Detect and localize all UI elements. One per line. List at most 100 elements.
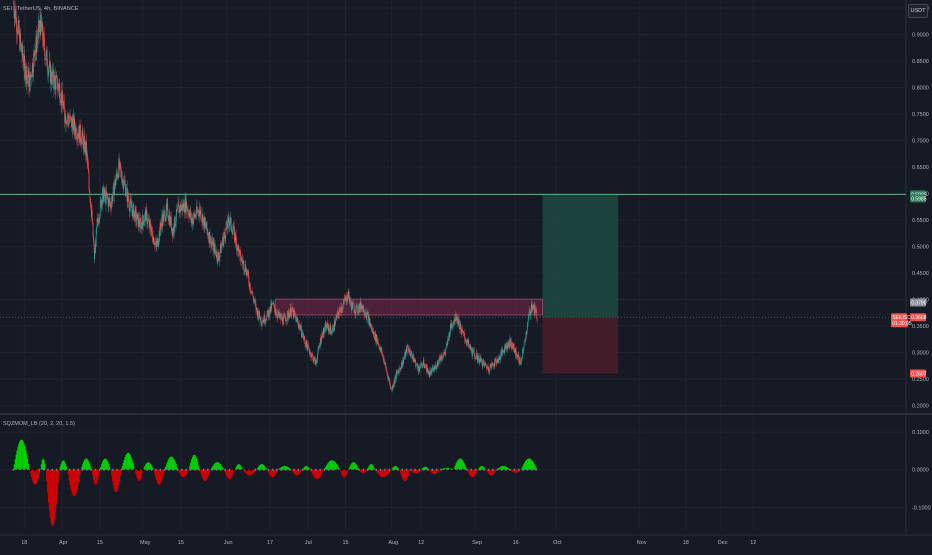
momentum-bar (86, 458, 87, 469)
candle-body (120, 164, 121, 169)
momentum-bar (457, 461, 458, 469)
squeeze-dot (255, 469, 256, 471)
candle-body (354, 305, 355, 313)
candle-body (158, 241, 159, 244)
momentum-bar (182, 470, 183, 477)
squeeze-dot (164, 469, 165, 471)
candle-body (349, 291, 350, 298)
candle-body (522, 352, 523, 359)
candle-body (399, 369, 400, 374)
squeeze-dot (129, 469, 130, 471)
momentum-bar (167, 462, 168, 470)
candle-body (141, 223, 142, 225)
squeeze-dot (95, 469, 96, 471)
candle-body (333, 331, 334, 332)
momentum-bar (175, 462, 176, 470)
symbol-title[interactable]: SEI / TetherUS, 4h, BINANCE (3, 6, 79, 12)
momentum-bar (78, 470, 79, 481)
squeeze-dot (250, 469, 251, 471)
squeeze-dot (376, 469, 377, 471)
momentum-bar (19, 442, 20, 470)
momentum-bar (36, 470, 37, 483)
candle-body (444, 352, 445, 353)
resistance-zone[interactable] (275, 299, 542, 315)
momentum-bar (232, 470, 233, 477)
long-position-loss-zone[interactable] (543, 317, 619, 373)
candle-body (92, 222, 93, 223)
momentum-bar (31, 470, 32, 477)
momentum-bar (51, 470, 52, 524)
candle-body (221, 245, 222, 246)
candle-body (153, 237, 154, 244)
momentum-bar (468, 470, 469, 474)
candle-body (189, 213, 190, 217)
momentum-bar (451, 469, 452, 470)
momentum-bar (473, 470, 474, 477)
momentum-bar (455, 465, 456, 470)
momentum-bar (73, 470, 74, 496)
momentum-bar (56, 470, 57, 504)
candle-body (33, 72, 34, 73)
currency-button[interactable]: USDT (908, 4, 928, 18)
momentum-bar (327, 464, 328, 470)
momentum-bar (78, 470, 79, 486)
candle-body (225, 228, 226, 239)
squeeze-dot (78, 469, 79, 471)
candle-body (49, 68, 50, 70)
candle-body (24, 56, 25, 62)
candle-body (500, 357, 501, 360)
squeeze-dot (125, 469, 126, 471)
candle-body (99, 220, 100, 221)
momentum-bar (261, 464, 262, 470)
candle-body (442, 358, 443, 359)
squeeze-dot (363, 469, 364, 471)
candle-body (41, 15, 42, 25)
momentum-bar (71, 470, 72, 493)
momentum-bar (295, 470, 296, 475)
candle-body (424, 365, 425, 367)
candle-body (295, 314, 296, 317)
candle-body (219, 256, 220, 261)
candle-body (152, 232, 153, 239)
momentum-bar (296, 470, 297, 476)
candle-body (436, 368, 437, 369)
candle-body (497, 361, 498, 363)
candle-body (386, 369, 387, 370)
momentum-bar (138, 470, 139, 481)
candle-body (197, 206, 198, 211)
time-tick-label: 15 (343, 540, 349, 546)
long-position-profit-zone[interactable] (543, 194, 619, 317)
squeeze-dot (65, 469, 66, 471)
squeeze-dot (13, 469, 14, 471)
candle-body (459, 328, 460, 329)
candle-body (186, 202, 187, 209)
momentum-bar (395, 466, 396, 470)
candle-body (536, 308, 537, 309)
squeeze-dot (242, 469, 243, 471)
candle-body (94, 254, 95, 259)
momentum-bar (229, 470, 230, 479)
candle-body (238, 245, 239, 249)
candle-body (146, 209, 147, 212)
squeeze-dot (21, 469, 22, 471)
squeeze-dot (82, 469, 83, 471)
candle-body (301, 326, 302, 336)
momentum-bar (222, 468, 223, 470)
price-label-text: 0.2607 (911, 372, 927, 378)
candle-body (89, 183, 90, 188)
momentum-bar (249, 470, 250, 476)
candle-body (51, 70, 52, 82)
candle-body (512, 343, 513, 347)
squeeze-dot (237, 469, 238, 471)
momentum-bar (400, 470, 401, 473)
momentum-bar (34, 470, 35, 485)
candle-body (76, 137, 77, 138)
candle-body (38, 28, 39, 39)
candle-body (47, 50, 48, 67)
indicator-title[interactable]: SQZMOM_LB (20, 2, 20, 1.5) (3, 421, 75, 427)
candle-body (312, 355, 313, 356)
squeeze-dot (371, 469, 372, 471)
candle-body (63, 105, 64, 109)
